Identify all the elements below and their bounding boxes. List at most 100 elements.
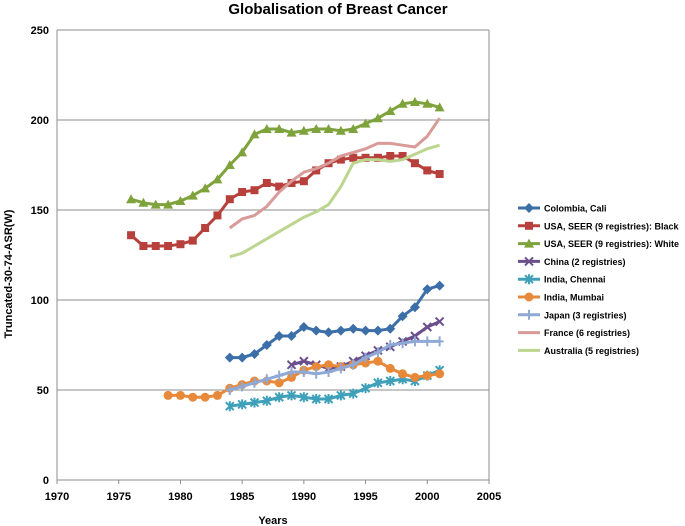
legend: Colombia, Cali USA, SEER (9 registries): … (518, 203, 680, 356)
data-point (373, 356, 383, 366)
data-point (249, 397, 260, 408)
data-point (164, 242, 173, 250)
data-point (286, 331, 297, 341)
data-point (201, 224, 210, 232)
data-point (261, 124, 272, 133)
data-point (176, 240, 185, 249)
data-point (224, 160, 235, 169)
legend-label: Australia (5 registries) (544, 346, 639, 356)
y-tick-label: 50 (37, 385, 49, 397)
data-point (250, 186, 259, 195)
data-point (212, 174, 223, 184)
data-point (410, 331, 420, 341)
x-tick-label: 1990 (292, 491, 316, 503)
series-2 (126, 97, 445, 209)
legend-label: France (6 registries) (544, 328, 630, 338)
data-point (275, 370, 284, 381)
data-point (324, 360, 334, 370)
x-tick-label: 1970 (45, 491, 69, 503)
data-point (385, 323, 396, 334)
data-point (361, 153, 370, 162)
data-point (324, 367, 333, 377)
data-point (524, 274, 534, 285)
data-point (299, 392, 309, 403)
data-point (237, 399, 247, 410)
data-point (410, 372, 420, 382)
data-point (262, 179, 271, 187)
data-point (335, 125, 346, 135)
data-point (299, 356, 309, 366)
data-point (200, 392, 210, 402)
x-tick-label: 1985 (230, 491, 254, 503)
data-point (435, 170, 444, 178)
data-point (298, 322, 309, 332)
data-point (138, 197, 149, 207)
data-point (286, 360, 297, 370)
data-point (262, 374, 271, 385)
data-point (397, 98, 408, 108)
series-7 (228, 117, 441, 230)
y-tick-label: 100 (31, 295, 49, 307)
data-point (311, 325, 322, 336)
data-point (524, 256, 534, 267)
legend-label: India, Chennai (544, 275, 606, 285)
data-point (286, 127, 297, 137)
data-point (398, 338, 407, 349)
data-point (274, 331, 285, 341)
legend-label: USA, SEER (9 registries): White (544, 239, 679, 249)
data-point (237, 147, 248, 157)
legend-item: China (2 registries) (518, 256, 626, 267)
legend-item: Colombia, Cali (518, 203, 607, 214)
x-tick-label: 1980 (168, 491, 192, 503)
data-point (188, 236, 197, 245)
series-line (229, 284, 441, 360)
data-point (373, 153, 382, 162)
y-tick-label: 200 (31, 115, 49, 127)
data-point (360, 325, 371, 336)
x-tick-labels: 1970 1975 1980 1985 1990 1995 2000 2005 (45, 480, 501, 503)
data-point (422, 98, 433, 108)
data-point (348, 323, 359, 334)
data-point (163, 199, 174, 209)
x-tick-label: 2000 (415, 491, 439, 503)
data-point (225, 195, 234, 204)
legend-item: Japan (3 registries) (518, 309, 627, 320)
data-point (287, 367, 296, 377)
chart-title: Globalisation of Breast Cancer (228, 1, 447, 18)
y-tick-label: 150 (31, 205, 49, 217)
series-8 (229, 143, 441, 259)
data-point (524, 292, 534, 302)
data-point (385, 106, 396, 115)
axes (56, 30, 490, 481)
data-point (434, 280, 445, 291)
data-point (524, 238, 534, 248)
data-point (312, 166, 321, 175)
data-point (299, 177, 308, 186)
data-point (237, 352, 248, 363)
gridlines (57, 29, 489, 391)
data-point (372, 113, 383, 123)
y-axis-title: Truncated-30-74-ASR(W) (3, 209, 15, 338)
data-point (409, 97, 420, 106)
data-point (434, 316, 445, 327)
data-point (410, 159, 419, 168)
legend-item: India, Chennai (518, 274, 606, 285)
data-point (422, 322, 432, 332)
data-point (312, 368, 321, 379)
data-point (336, 390, 346, 401)
data-point (349, 153, 358, 162)
data-point (348, 124, 359, 133)
data-point (151, 242, 160, 250)
data-point (299, 367, 308, 377)
data-point (348, 388, 358, 399)
y-tick-label: 250 (31, 25, 49, 37)
data-point (274, 378, 284, 388)
x-tick-label: 1995 (353, 491, 377, 503)
data-point (335, 325, 346, 336)
y-tick-label: 0 (43, 475, 49, 487)
y-tick-labels: 0 50 100 150 200 250 (31, 25, 49, 487)
data-point (423, 336, 432, 347)
data-point (311, 394, 321, 404)
data-point (422, 284, 433, 295)
